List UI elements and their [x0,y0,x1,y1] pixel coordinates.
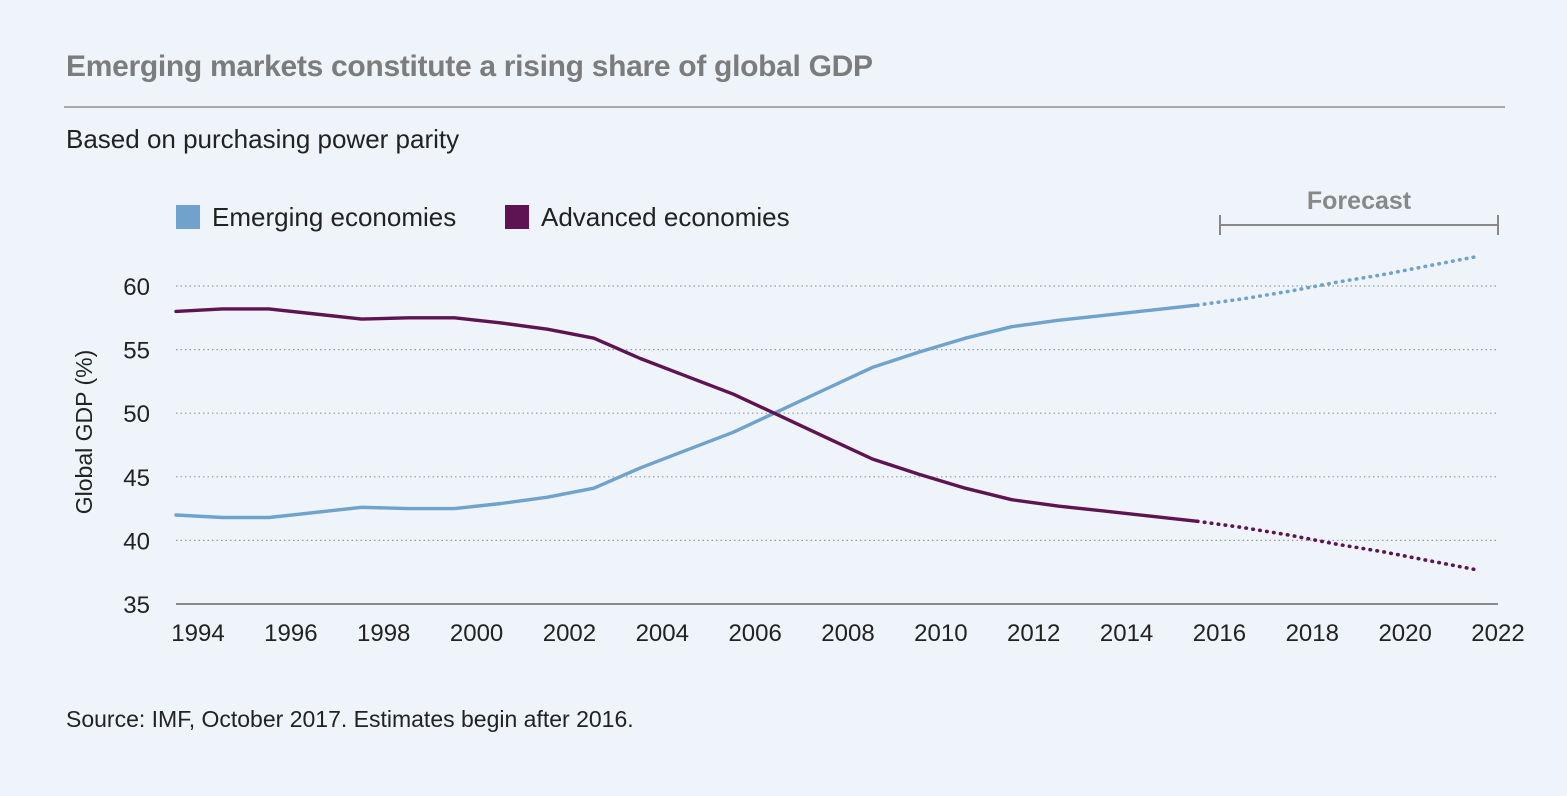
x-tick-label-2022: 2022 [1471,620,1524,647]
x-tick-label-2014: 2014 [1100,620,1153,647]
chart-subtitle: Based on purchasing power parity [66,124,460,154]
source-note: Source: IMF, October 2017. Estimates beg… [66,706,634,732]
x-tick-label-2016: 2016 [1193,620,1246,647]
x-tick-label-2006: 2006 [728,620,781,647]
series-line-advanced-forecast [1195,519,1478,572]
y-axis-label: Global GDP (%) [71,350,97,514]
x-tick-label-2010: 2010 [914,620,967,647]
y-tick-label-35: 35 [123,592,150,619]
y-tick-label-60: 60 [123,274,150,301]
legend-label-advanced: Advanced economies [541,201,790,232]
y-tick-label-40: 40 [123,528,150,555]
x-tick-label-2004: 2004 [636,620,689,647]
series-line-advanced-actual [174,307,1200,523]
title-divider [64,106,1505,108]
y-tick-label-50: 50 [123,401,150,428]
x-tick-label-2012: 2012 [1007,620,1060,647]
series-line-emerging-forecast [1195,254,1478,307]
legend-swatch-advanced [505,205,529,229]
x-tick-label-2008: 2008 [821,620,874,647]
x-tick-label-2020: 2020 [1378,620,1431,647]
series-line-emerging-actual [174,303,1200,520]
x-tick-label-2000: 2000 [450,620,503,647]
x-tick-label-1996: 1996 [264,620,317,647]
y-tick-label-45: 45 [123,465,150,492]
x-tick-label-1994: 1994 [171,620,224,647]
y-tick-label-55: 55 [123,338,150,365]
x-tick-label-2018: 2018 [1286,620,1339,647]
legend-label-emerging: Emerging economies [212,201,457,232]
legend-swatch-emerging [176,205,200,229]
x-tick-label-1998: 1998 [357,620,410,647]
forecast-label: Forecast [1307,187,1412,215]
legend-item-emerging: Emerging economies [176,200,456,234]
legend-item-advanced: Advanced economies [505,200,790,234]
chart-title: Emerging markets constitute a rising sha… [66,50,873,83]
x-tick-label-2002: 2002 [543,620,596,647]
